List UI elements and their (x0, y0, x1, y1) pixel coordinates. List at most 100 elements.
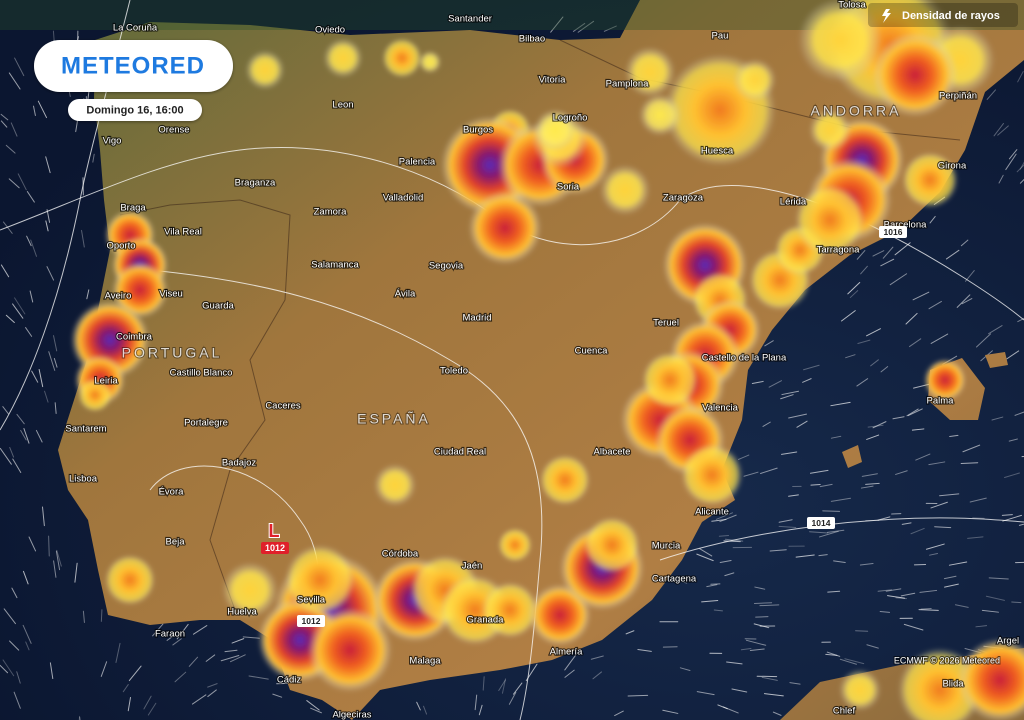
city-label: Soria (557, 182, 580, 193)
wind-streak (248, 675, 269, 680)
city-label: Perpiñán (939, 91, 977, 102)
wind-streak (960, 239, 969, 247)
city-label: Córdoba (382, 549, 419, 560)
wind-streak (42, 506, 45, 527)
wind-streak (188, 656, 199, 667)
city-label: Ciudad Real (434, 447, 486, 458)
wind-streak (1017, 71, 1024, 83)
wind-streak (577, 20, 595, 33)
wind-streak (662, 709, 679, 714)
layer-legend[interactable] (868, 3, 1018, 27)
city-label: Leiria (94, 376, 118, 387)
wind-streak (74, 562, 78, 583)
lightning-cell (639, 94, 681, 136)
wind-streak (147, 702, 157, 716)
wind-streak (906, 408, 919, 417)
wind-streak (866, 644, 879, 649)
wind-streak (679, 667, 691, 672)
wind-streak (5, 144, 16, 154)
wind-streak (778, 525, 797, 528)
wind-streak (1018, 523, 1024, 526)
wind-streak (930, 333, 949, 344)
logo-badge[interactable] (34, 40, 233, 92)
logo[interactable]: METEORED (61, 52, 205, 79)
lightning-cell (468, 191, 542, 265)
wind-streak (45, 156, 51, 174)
wind-streak (833, 560, 846, 564)
lightning-cell (78, 378, 112, 412)
country-label: ANDORRA (810, 103, 901, 119)
wind-streak (880, 258, 895, 267)
wind-streak (13, 691, 21, 709)
city-label: Salamanca (311, 260, 359, 271)
city-label: Segovia (429, 261, 464, 272)
wind-streak (969, 497, 987, 503)
wind-streak (754, 586, 766, 590)
wind-streak (751, 380, 764, 384)
city-label: Vigo (103, 136, 122, 147)
lightning-cell (873, 33, 957, 117)
lightning-cell (798, 0, 882, 82)
wind-streak (840, 310, 856, 322)
wind-streak (939, 493, 960, 497)
wind-streak (845, 354, 856, 359)
city-label: Viseu (159, 289, 183, 300)
city-label: Santarem (65, 424, 106, 435)
lightning-density (70, 0, 1024, 720)
wind-streak (14, 57, 25, 77)
city-label: Badajoz (222, 458, 257, 469)
credit: ECMWF © 2026 Meteored (894, 655, 1000, 665)
wind-streak (723, 540, 741, 543)
city-label: Teruel (653, 318, 679, 329)
city-label: Girona (938, 161, 967, 172)
timestamp: Domingo 16, 16:00 (86, 104, 183, 116)
wind-streak (416, 701, 421, 711)
wind-streak (895, 470, 908, 475)
wind-streak (860, 265, 868, 275)
wind-streak (795, 554, 815, 558)
wind-streak (887, 595, 905, 599)
wind-streak (781, 451, 798, 455)
wind-streak (819, 530, 839, 538)
wind-streak (719, 514, 737, 523)
lightning-cell (795, 185, 865, 255)
wind-streak (1017, 317, 1024, 323)
wind-streak (915, 453, 931, 461)
lightning-cell (584, 517, 640, 573)
city-label: Évora (159, 487, 185, 498)
wind-streak (54, 402, 57, 414)
wind-streak (986, 89, 996, 100)
wind-streak (1016, 164, 1024, 173)
city-label: Vila Real (164, 227, 202, 238)
wind-streak (830, 435, 842, 439)
wind-streak (866, 328, 881, 337)
wind-streak (928, 461, 946, 466)
wind-streak (678, 579, 688, 584)
lightning-cell (534, 109, 576, 151)
isobar-badge (807, 517, 835, 529)
wind-streak (985, 595, 1005, 601)
wind-streak (960, 462, 979, 464)
wind-streak (781, 390, 800, 396)
wind-streak (207, 683, 218, 688)
wind-streak (877, 589, 893, 592)
lightning-cell (104, 554, 156, 606)
wind-streak (726, 661, 743, 665)
wind-streak (711, 518, 727, 522)
wind-streak (100, 609, 103, 622)
wind-streak (81, 229, 85, 248)
wind-streak (127, 696, 132, 712)
wind-streak (55, 550, 61, 571)
wind-streak (508, 691, 517, 705)
isobar-badge (879, 226, 907, 238)
wind-streak (590, 655, 604, 660)
wind-streak (44, 390, 49, 403)
wind-streak (498, 679, 506, 691)
wind-streak (856, 250, 866, 260)
wind-streak (788, 494, 799, 497)
city-label: Leon (332, 100, 353, 111)
wind-streak (9, 446, 15, 458)
wind-streak (12, 303, 24, 319)
wind-streak (35, 429, 43, 443)
